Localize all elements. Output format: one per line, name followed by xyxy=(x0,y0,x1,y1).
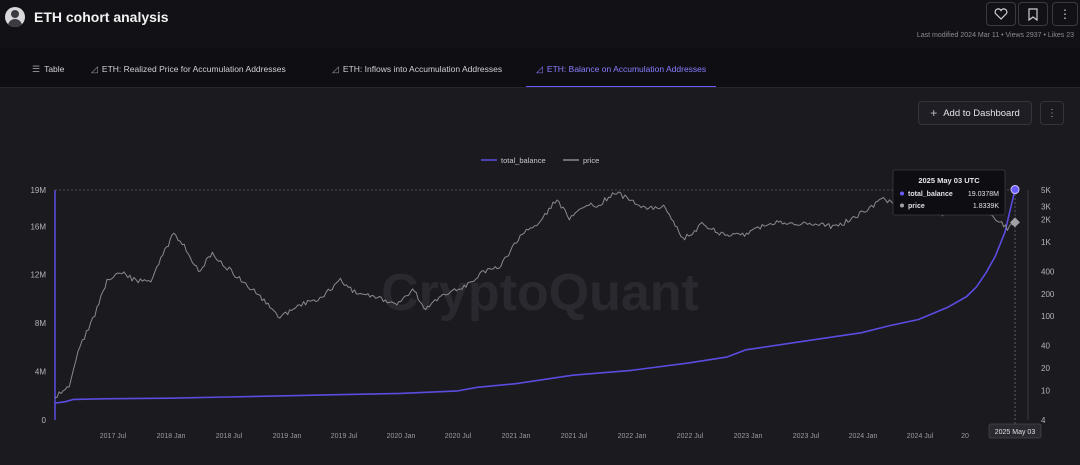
crosshair-date-box xyxy=(988,423,1042,439)
tooltip-date: 2025 May 03 UTC xyxy=(918,176,980,185)
tooltip-marker xyxy=(900,203,904,208)
x-tick-label: 2022 Jan xyxy=(618,433,647,440)
chart-menu-button[interactable]: ⋮ xyxy=(1040,101,1064,125)
tooltip-series-name: total_balance xyxy=(908,191,953,198)
bookmark-button[interactable] xyxy=(1018,2,1048,26)
legend[interactable]: total_balance price xyxy=(481,156,599,165)
y-right-tick-label: 100 xyxy=(1041,312,1055,321)
y-left-tick-label: 0 xyxy=(42,416,47,425)
tab-label: ETH: Balance on Accumulation Addresses xyxy=(546,64,707,74)
tooltip-series-value: 19.0378M xyxy=(968,191,999,198)
y-left-tick-label: 4M xyxy=(35,368,46,377)
tab-table[interactable]: ☰ Table xyxy=(32,52,64,86)
price-endpoint-marker xyxy=(1010,217,1020,228)
chart-icon: ◿ xyxy=(91,63,98,74)
x-tick-label: 2024 Jan xyxy=(849,433,878,440)
avatar[interactable] xyxy=(5,7,25,27)
more-icon: ⋮ xyxy=(1047,107,1057,119)
series-line-price xyxy=(54,191,1016,399)
tab-label: ETH: Inflows into Accumulation Addresses xyxy=(342,64,503,74)
plus-icon: + xyxy=(930,106,938,120)
y-right-tick-label: 40 xyxy=(1041,342,1050,351)
add-to-dashboard-label: Add to Dashboard xyxy=(943,107,1020,119)
tooltip: 2025 May 03 UTC total_balance 19.0378M pric… xyxy=(892,169,1006,216)
top-bar: ETH cohort analysis ⋮ Last modified 2024… xyxy=(0,0,1080,48)
tab-inflows[interactable]: ◿ ETH: Inflows into Accumulation Address… xyxy=(332,52,502,86)
tab-realized-price[interactable]: ◿ ETH: Realized Price for Accumulation A… xyxy=(91,52,286,86)
y-left-tick-label: 19M xyxy=(30,186,46,195)
tab-label: ETH: Realized Price for Accumulation Add… xyxy=(101,64,286,74)
chart-panel xyxy=(0,88,1080,465)
chart-icon: ◿ xyxy=(536,63,543,74)
tooltip-series-name: price xyxy=(908,203,925,210)
add-to-dashboard-button[interactable]: + Add to Dashboard xyxy=(918,101,1032,125)
bookmark-icon xyxy=(1028,7,1038,21)
legend-label: total_balance xyxy=(501,156,546,165)
x-tick-label: 2020 Jul xyxy=(445,433,472,440)
more-icon: ⋮ xyxy=(1059,7,1071,21)
y-right-tick-label: 400 xyxy=(1041,267,1055,276)
watermark: CryptoQuant xyxy=(381,264,699,322)
x-tick-label: 2021 Jul xyxy=(561,433,588,440)
tab-label: Table xyxy=(44,64,65,74)
tooltip-marker xyxy=(900,191,904,196)
table-icon: ☰ xyxy=(32,63,41,74)
x-tick-label: 2022 Jul xyxy=(677,433,704,440)
y-right-tick-label: 1K xyxy=(1041,238,1051,247)
x-tick-label: 2021 Jan xyxy=(502,433,531,440)
x-tick-label: 2019 Jul xyxy=(331,433,358,440)
y-right-tick-label: 10 xyxy=(1041,386,1050,395)
x-tick-label: 2023 Jul xyxy=(793,433,820,440)
y-left-tick-label: 12M xyxy=(30,271,46,280)
x-tick-label: 2018 Jan xyxy=(157,433,186,440)
series-line-total_balance xyxy=(54,189,1016,404)
tooltip-series-value: 1.8339K xyxy=(973,203,999,210)
more-button[interactable]: ⋮ xyxy=(1052,2,1078,26)
y-right-tick-label: 4 xyxy=(1041,416,1046,425)
x-tick-label: 2023 Jan xyxy=(734,433,763,440)
x-tick-label: 2018 Jul xyxy=(216,433,243,440)
x-tick-label: 2020 Jan xyxy=(387,433,416,440)
page-title: ETH cohort analysis xyxy=(34,9,169,25)
y-right-tick-label: 3K xyxy=(1041,202,1051,211)
y-right-tick-label: 2K xyxy=(1041,216,1051,225)
like-button[interactable] xyxy=(986,2,1016,26)
legend-label: price xyxy=(583,156,599,165)
y-right-tick-label: 5K xyxy=(1041,186,1051,195)
crosshair-date-label: 2025 May 03 xyxy=(995,429,1036,436)
y-right-tick-label: 200 xyxy=(1041,290,1055,299)
tooltip-box xyxy=(892,169,1006,216)
x-tick-label: 2019 Jan xyxy=(273,433,302,440)
tab-divider xyxy=(0,87,1080,88)
x-tick-label: 20 xyxy=(961,433,969,440)
page-meta: Last modified 2024 Mar 11 • Views 2937 •… xyxy=(916,32,1074,39)
x-tick-label: 2024 Jul xyxy=(907,433,934,440)
y-left-tick-label: 16M xyxy=(30,222,46,231)
x-tick-label: 2017 Jul xyxy=(100,433,127,440)
y-left-tick-label: 8M xyxy=(35,319,46,328)
chart-icon: ◿ xyxy=(332,63,339,74)
y-right-tick-label: 20 xyxy=(1041,364,1050,373)
heart-icon xyxy=(994,8,1008,20)
balance-endpoint-marker xyxy=(1010,185,1020,195)
